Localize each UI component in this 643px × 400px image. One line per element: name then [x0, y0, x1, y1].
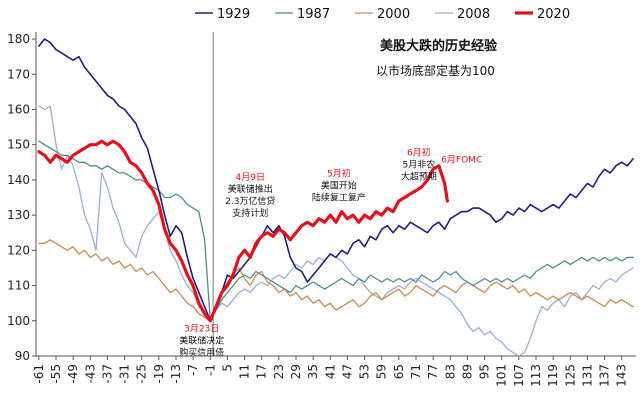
- series-line-2020: [37, 139, 449, 323]
- x-tick-label: 143: [615, 364, 629, 387]
- annotation-1-line-1: 美联储推出: [228, 183, 273, 195]
- annotation-2-line-0: 5月初: [327, 167, 351, 179]
- legend-label-2000: 2000: [377, 7, 410, 22]
- x-tick-label: -1: [203, 364, 217, 376]
- legend: 1929 1987 2000 2008 2020: [195, 7, 570, 22]
- annotation-1-line-2: 2.3万亿信贷: [225, 195, 275, 207]
- chart-subtitle: 以市场底部定基为100: [376, 63, 495, 78]
- y-tick-label: 180: [7, 32, 30, 46]
- x-tick-label: -37: [100, 364, 114, 384]
- annotation-1-line-3: 支持计划: [232, 207, 268, 219]
- x-tick-label: 95: [478, 364, 492, 379]
- annotation-3-line-1: 5月非农: [402, 158, 435, 170]
- x-tick-label: -55: [49, 364, 63, 384]
- annotation-3-line-0: 6月初: [407, 146, 431, 158]
- x-tick-label: -31: [118, 364, 132, 384]
- y-tick-label: 170: [7, 67, 30, 81]
- legend-label-1987: 1987: [297, 7, 330, 22]
- x-tick-label: 35: [306, 364, 320, 379]
- x-tick-label: 59: [375, 364, 389, 379]
- x-tick-label: 83: [443, 364, 457, 379]
- x-tick-label: 107: [512, 364, 526, 387]
- x-axis: -61 -55 -49 -43 -37 -31 -25 -19 -13 -7 -1 5 11 17 23 29…: [32, 32, 636, 387]
- x-tick-label: 71: [409, 364, 423, 379]
- legend-label-2008: 2008: [457, 7, 490, 22]
- annotation-1-line-0: 4月9日: [236, 172, 265, 183]
- x-tick-label: 113: [529, 364, 543, 387]
- x-tick-label: 5: [220, 364, 234, 372]
- series-layer: [37, 38, 634, 357]
- x-tick-label: -43: [83, 364, 97, 384]
- y-tick-label: 130: [7, 208, 30, 222]
- x-tick-label: 65: [392, 364, 406, 379]
- y-axis: 90 100 110 120 130 140 150 160 170 180: [7, 32, 37, 363]
- x-tick-label: -49: [66, 364, 80, 384]
- x-tick-label: -61: [32, 364, 46, 384]
- series-line-1929: [38, 38, 634, 322]
- annotation-0-line-1: 美联储决定: [179, 334, 224, 346]
- y-tick-label: 140: [7, 173, 30, 187]
- x-tick-label: 11: [238, 364, 252, 379]
- y-tick-label: 150: [7, 138, 30, 152]
- x-tick-label: 125: [563, 364, 577, 387]
- annotation-4-line-0: 6月FOMC: [441, 154, 482, 165]
- x-tick-label: -19: [152, 364, 166, 384]
- annotation-0-line-0: 3月23日: [184, 323, 219, 334]
- annotation-3-line-2: 大超预期: [401, 170, 437, 182]
- y-tick-label: 110: [7, 279, 30, 293]
- x-tick-label: 23: [272, 364, 286, 379]
- series-line-2000: [38, 239, 634, 322]
- x-tick-label: 137: [598, 364, 612, 387]
- x-tick-label: 89: [460, 364, 474, 379]
- x-tick-label: 131: [580, 364, 594, 387]
- x-tick-label: 77: [426, 364, 440, 379]
- x-tick-label: 119: [546, 364, 560, 387]
- x-tick-label: 53: [358, 364, 372, 379]
- y-tick-label: 160: [7, 102, 30, 116]
- x-tick-label: 47: [340, 364, 354, 379]
- y-tick-label: 100: [7, 314, 30, 328]
- annotation-2-line-2: 陆续复工复产: [312, 191, 366, 203]
- chart-title: 美股大跌的历史经验: [380, 38, 498, 54]
- legend-label-2020: 2020: [537, 7, 570, 22]
- annotation-0-line-2: 购买信用债: [179, 346, 224, 358]
- legend-label-1929: 1929: [217, 7, 250, 22]
- x-tick-label: -25: [135, 364, 149, 384]
- x-tick-label: 41: [323, 364, 337, 379]
- x-tick-label: 17: [255, 364, 269, 379]
- annotation-2-line-1: 美国开始: [321, 179, 357, 191]
- y-tick-label: 90: [15, 349, 30, 363]
- series-line-1987: [38, 140, 634, 322]
- x-tick-label: -13: [169, 364, 183, 384]
- y-tick-label: 120: [7, 243, 30, 257]
- x-tick-label: 29: [289, 364, 303, 379]
- x-tick-label: -7: [186, 364, 200, 376]
- x-tick-label: 101: [495, 364, 509, 387]
